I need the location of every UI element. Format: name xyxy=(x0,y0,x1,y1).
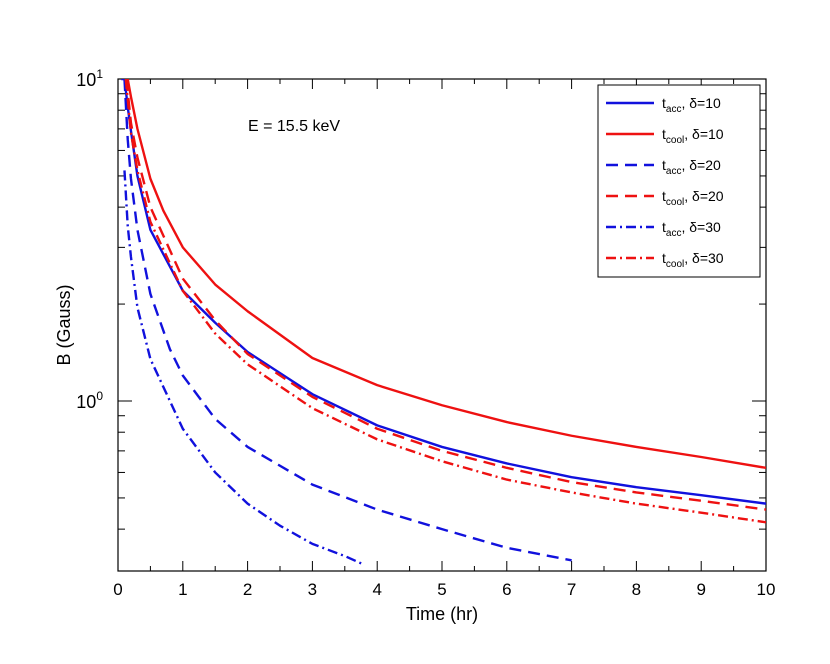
x-axis-label: Time (hr) xyxy=(406,604,478,624)
legend-label-6: tcool, δ=30 xyxy=(662,250,724,270)
x-tick-label: 6 xyxy=(502,580,511,599)
x-tick-label: 1 xyxy=(178,580,187,599)
x-tick-label: 4 xyxy=(372,580,381,599)
x-tick-label: 7 xyxy=(567,580,576,599)
series-line-3 xyxy=(123,79,572,562)
series-line-5 xyxy=(123,170,365,566)
legend-label-5: tacc, δ=30 xyxy=(662,219,721,239)
series-line-4 xyxy=(125,79,766,511)
series-group xyxy=(121,79,766,566)
y-axis-label: B (Gauss) xyxy=(54,284,74,365)
x-tick-label: 2 xyxy=(243,580,252,599)
axis-ticks xyxy=(117,78,767,571)
legend-label-1: tacc, δ=10 xyxy=(662,95,721,115)
x-tick-label: 0 xyxy=(113,580,122,599)
x-tick-label: 10 xyxy=(757,580,776,599)
x-tick-labels: 0 1 2 3 4 5 6 7 8 9 10 xyxy=(113,580,775,599)
legend-box xyxy=(597,84,761,278)
x-tick-label: 9 xyxy=(696,580,705,599)
legend-label-2: tcool, δ=10 xyxy=(662,126,724,146)
y-tick-label: 100 xyxy=(76,389,103,412)
legend-label-3: tacc, δ=20 xyxy=(662,157,721,177)
y-tick-label: 101 xyxy=(76,67,103,90)
legend: tacc, δ=10 tcool, δ=10 tacc, δ=20 tcool, δ=… xyxy=(597,84,761,278)
x-tick-label: 3 xyxy=(308,580,317,599)
series-line-2 xyxy=(126,79,766,470)
legend-label-4: tcool, δ=20 xyxy=(662,188,724,208)
annotation-energy: E = 15.5 keV xyxy=(248,118,340,135)
x-tick-label: 8 xyxy=(632,580,641,599)
y-tick-labels: 100 101 xyxy=(76,67,103,412)
series-line-6 xyxy=(124,79,766,524)
x-tick-label: 5 xyxy=(437,580,446,599)
